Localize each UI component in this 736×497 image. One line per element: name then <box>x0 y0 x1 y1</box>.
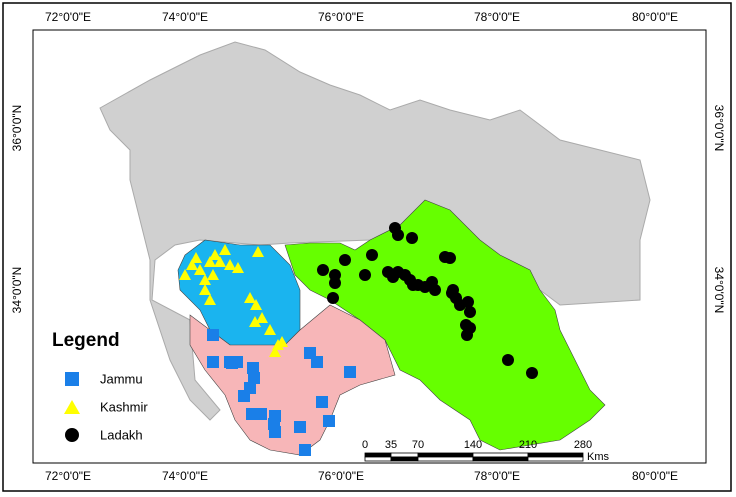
legend-symbol-kashmir <box>64 400 80 414</box>
scale-label: 0 <box>362 439 368 451</box>
ladakh-site <box>392 229 404 241</box>
kashmir-site <box>264 324 276 335</box>
scale-segment <box>472 456 529 462</box>
latitude-label: 34°0'0"N <box>712 267 726 314</box>
jammu-site <box>247 362 259 374</box>
jammu-site <box>316 396 328 408</box>
kashmir-site <box>204 256 216 267</box>
jammu-site <box>255 408 267 420</box>
kashmir-site <box>186 259 198 270</box>
ladakh-site <box>462 296 474 308</box>
ladakh-site <box>406 232 418 244</box>
jammu-site <box>311 356 323 368</box>
scale-segment <box>527 452 584 458</box>
legend-title: Legend <box>52 330 120 351</box>
kashmir-site <box>276 336 288 347</box>
longitude-label: 72°0'0"E <box>45 10 91 24</box>
kashmir-site <box>199 284 211 295</box>
scale-label: 70 <box>412 439 424 451</box>
longitude-label: 74°0'0"E <box>162 469 208 483</box>
kashmir-site <box>252 246 264 257</box>
scale-segment <box>417 452 474 458</box>
latitude-label: 36°0'0"N <box>712 105 726 152</box>
ladakh-site <box>446 287 458 299</box>
legend-symbol-ladakh <box>65 428 79 442</box>
kashmir-site <box>207 269 219 280</box>
jammu-site <box>207 329 219 341</box>
jammu-site <box>238 390 250 402</box>
kashmir-site <box>214 256 226 267</box>
scale-segment <box>527 456 584 462</box>
scale-unit: Kms <box>587 451 610 463</box>
ladakh-site <box>526 367 538 379</box>
longitude-label: 78°0'0"E <box>474 469 520 483</box>
scale-label: 210 <box>519 439 537 451</box>
kashmir-site <box>194 264 206 275</box>
scale-segment <box>390 452 419 458</box>
scale-label: 140 <box>464 439 482 451</box>
ladakh-site <box>392 266 404 278</box>
longitude-label: 80°0'0"E <box>632 469 678 483</box>
legend-symbol-jammu <box>65 372 79 386</box>
labels: 72°0'0"E 74°0'0"E 76°0'0"E 78°0'0"E 80°0'0"E… <box>10 10 726 483</box>
jammu-site <box>231 356 243 368</box>
longitude-label: 74°0'0"E <box>162 10 208 24</box>
kashmir-site <box>199 274 211 285</box>
legend-item: Kashmir <box>100 399 148 414</box>
kashmir-site <box>249 316 261 327</box>
kashmir-site <box>190 252 202 263</box>
longitude-label: 76°0'0"E <box>318 469 364 483</box>
jammu-site <box>344 366 356 378</box>
ladakh-site <box>502 354 514 366</box>
kashmir-site <box>250 299 262 310</box>
kashmir-site <box>209 249 221 260</box>
legend-item: Ladakh <box>100 427 143 442</box>
scale-segment <box>472 452 529 458</box>
ladakh-site <box>429 284 441 296</box>
ladakh-site <box>327 292 339 304</box>
kashmir-site <box>204 294 216 305</box>
ladakh-site <box>407 279 419 291</box>
longitude-label: 78°0'0"E <box>474 10 520 24</box>
kashmir-site <box>224 259 236 270</box>
latitude-label: 36°0'0"N <box>10 105 24 152</box>
kashmir-site <box>232 262 244 273</box>
kashmir-site <box>256 312 268 323</box>
markers <box>179 222 538 456</box>
jammu-site <box>207 356 219 368</box>
scale-segment <box>364 456 392 462</box>
ladakh-site <box>339 254 351 266</box>
kashmir-site <box>269 346 281 357</box>
scale-label: 35 <box>385 439 397 451</box>
scale-segment <box>364 452 392 458</box>
ladakh-site <box>359 269 371 281</box>
longitude-label: 80°0'0"E <box>632 10 678 24</box>
scale-label: 280 <box>574 439 592 451</box>
region-jammu <box>189 304 396 456</box>
jammu-site <box>299 444 311 456</box>
jammu-site <box>268 418 280 430</box>
ladakh-site <box>464 306 476 318</box>
jammu-site <box>248 372 260 384</box>
ladakh-site <box>317 264 329 276</box>
legend-item: Jammu <box>100 371 143 386</box>
kashmir-site <box>179 269 191 280</box>
jammu-site <box>323 415 335 427</box>
ladakh-site <box>464 322 476 334</box>
scale-segment <box>417 456 474 462</box>
ladakh-site <box>329 277 341 289</box>
longitude-label: 76°0'0"E <box>318 10 364 24</box>
scale-segment <box>390 456 419 462</box>
kashmir-site <box>244 292 256 303</box>
latitude-label: 34°0'0"N <box>10 267 24 314</box>
kashmir-site <box>219 244 231 255</box>
ladakh-site <box>366 249 378 261</box>
jammu-site <box>294 421 306 433</box>
longitude-label: 72°0'0"E <box>45 469 91 483</box>
ladakh-site <box>444 252 456 264</box>
